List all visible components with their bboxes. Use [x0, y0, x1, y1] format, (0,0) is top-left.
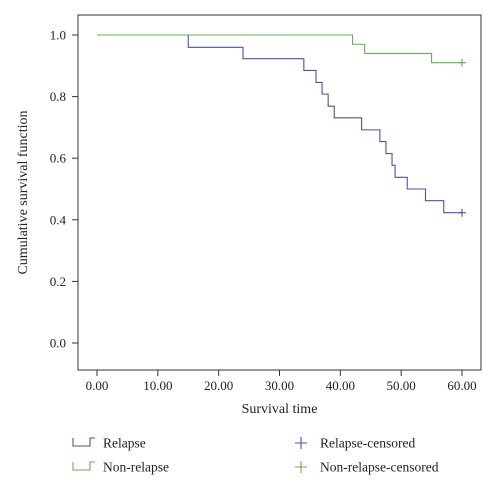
y-tick-label: 0.8: [50, 89, 66, 104]
non-relapse-survival-line: [97, 34, 462, 64]
y-tick-label: 0.0: [50, 336, 66, 351]
x-axis-ticks: 0.00 10.00 20.00 30.00 40.00 50.00 60.00: [86, 370, 477, 393]
relapse-survival-line: [97, 34, 462, 214]
y-axis-title: Cumulative survival function: [16, 110, 31, 274]
y-tick-label: 0.2: [50, 274, 66, 289]
legend: Relapse Relapse-censored Non-relapse Non-re…: [72, 436, 439, 475]
x-tick-label: 30.00: [265, 378, 294, 393]
non-relapse-censored-legend-symbol: [295, 461, 307, 473]
plot-frame: [77, 14, 482, 371]
relapse-censored-legend-label: Relapse-censored: [320, 436, 415, 451]
x-axis-title: Survival time: [242, 402, 318, 417]
non-relapse-legend-label: Non-relapse: [103, 460, 169, 475]
y-tick-label: 0.6: [50, 151, 67, 166]
non-relapse-censored-legend-label: Non-relapse-censored: [320, 460, 439, 475]
x-tick-label: 50.00: [387, 378, 416, 393]
relapse-legend-label: Relapse: [103, 436, 146, 451]
relapse-censored-legend-symbol: [295, 437, 307, 449]
y-tick-label: 0.4: [50, 212, 67, 227]
relapse-censor-mark: [458, 208, 466, 217]
x-tick-label: 0.00: [86, 378, 109, 393]
non-relapse-censor-mark: [458, 58, 466, 67]
y-tick-label: 1.0: [50, 28, 66, 43]
x-tick-label: 60.00: [447, 378, 476, 393]
non-relapse-legend-symbol: [72, 461, 95, 471]
x-tick-label: 40.00: [326, 378, 355, 393]
y-axis-ticks: 0.0 0.2 0.4 0.6 0.8 1.0: [50, 28, 78, 351]
x-tick-label: 20.00: [204, 378, 233, 393]
x-tick-label: 10.00: [143, 378, 172, 393]
relapse-legend-symbol: [72, 437, 95, 447]
series-layer: [97, 34, 466, 217]
